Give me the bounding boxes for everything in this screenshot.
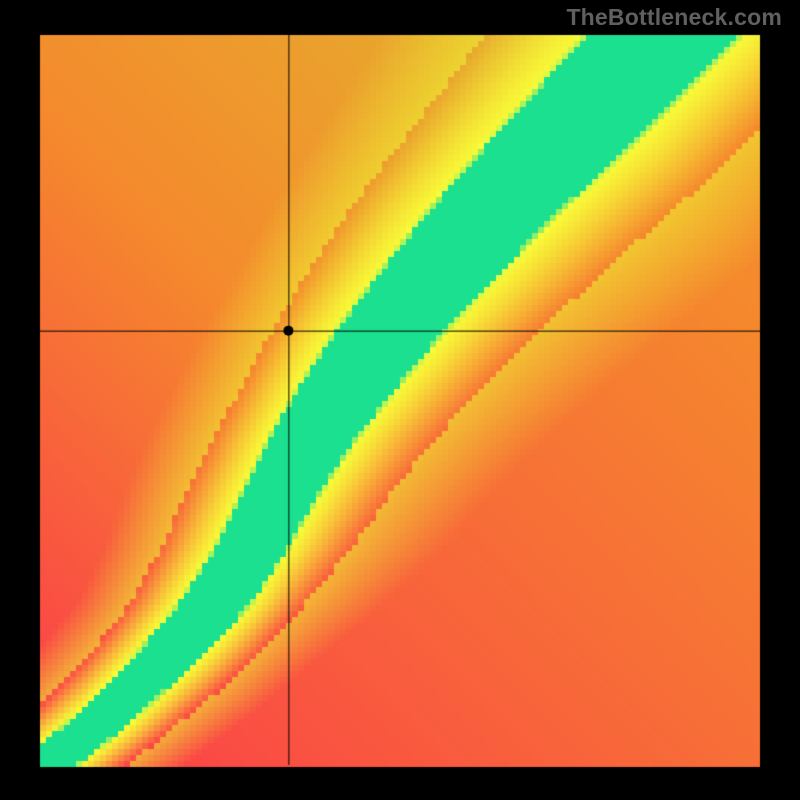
heatmap-canvas — [0, 0, 800, 800]
chart-container: TheBottleneck.com — [0, 0, 800, 800]
watermark-text: TheBottleneck.com — [566, 4, 782, 31]
